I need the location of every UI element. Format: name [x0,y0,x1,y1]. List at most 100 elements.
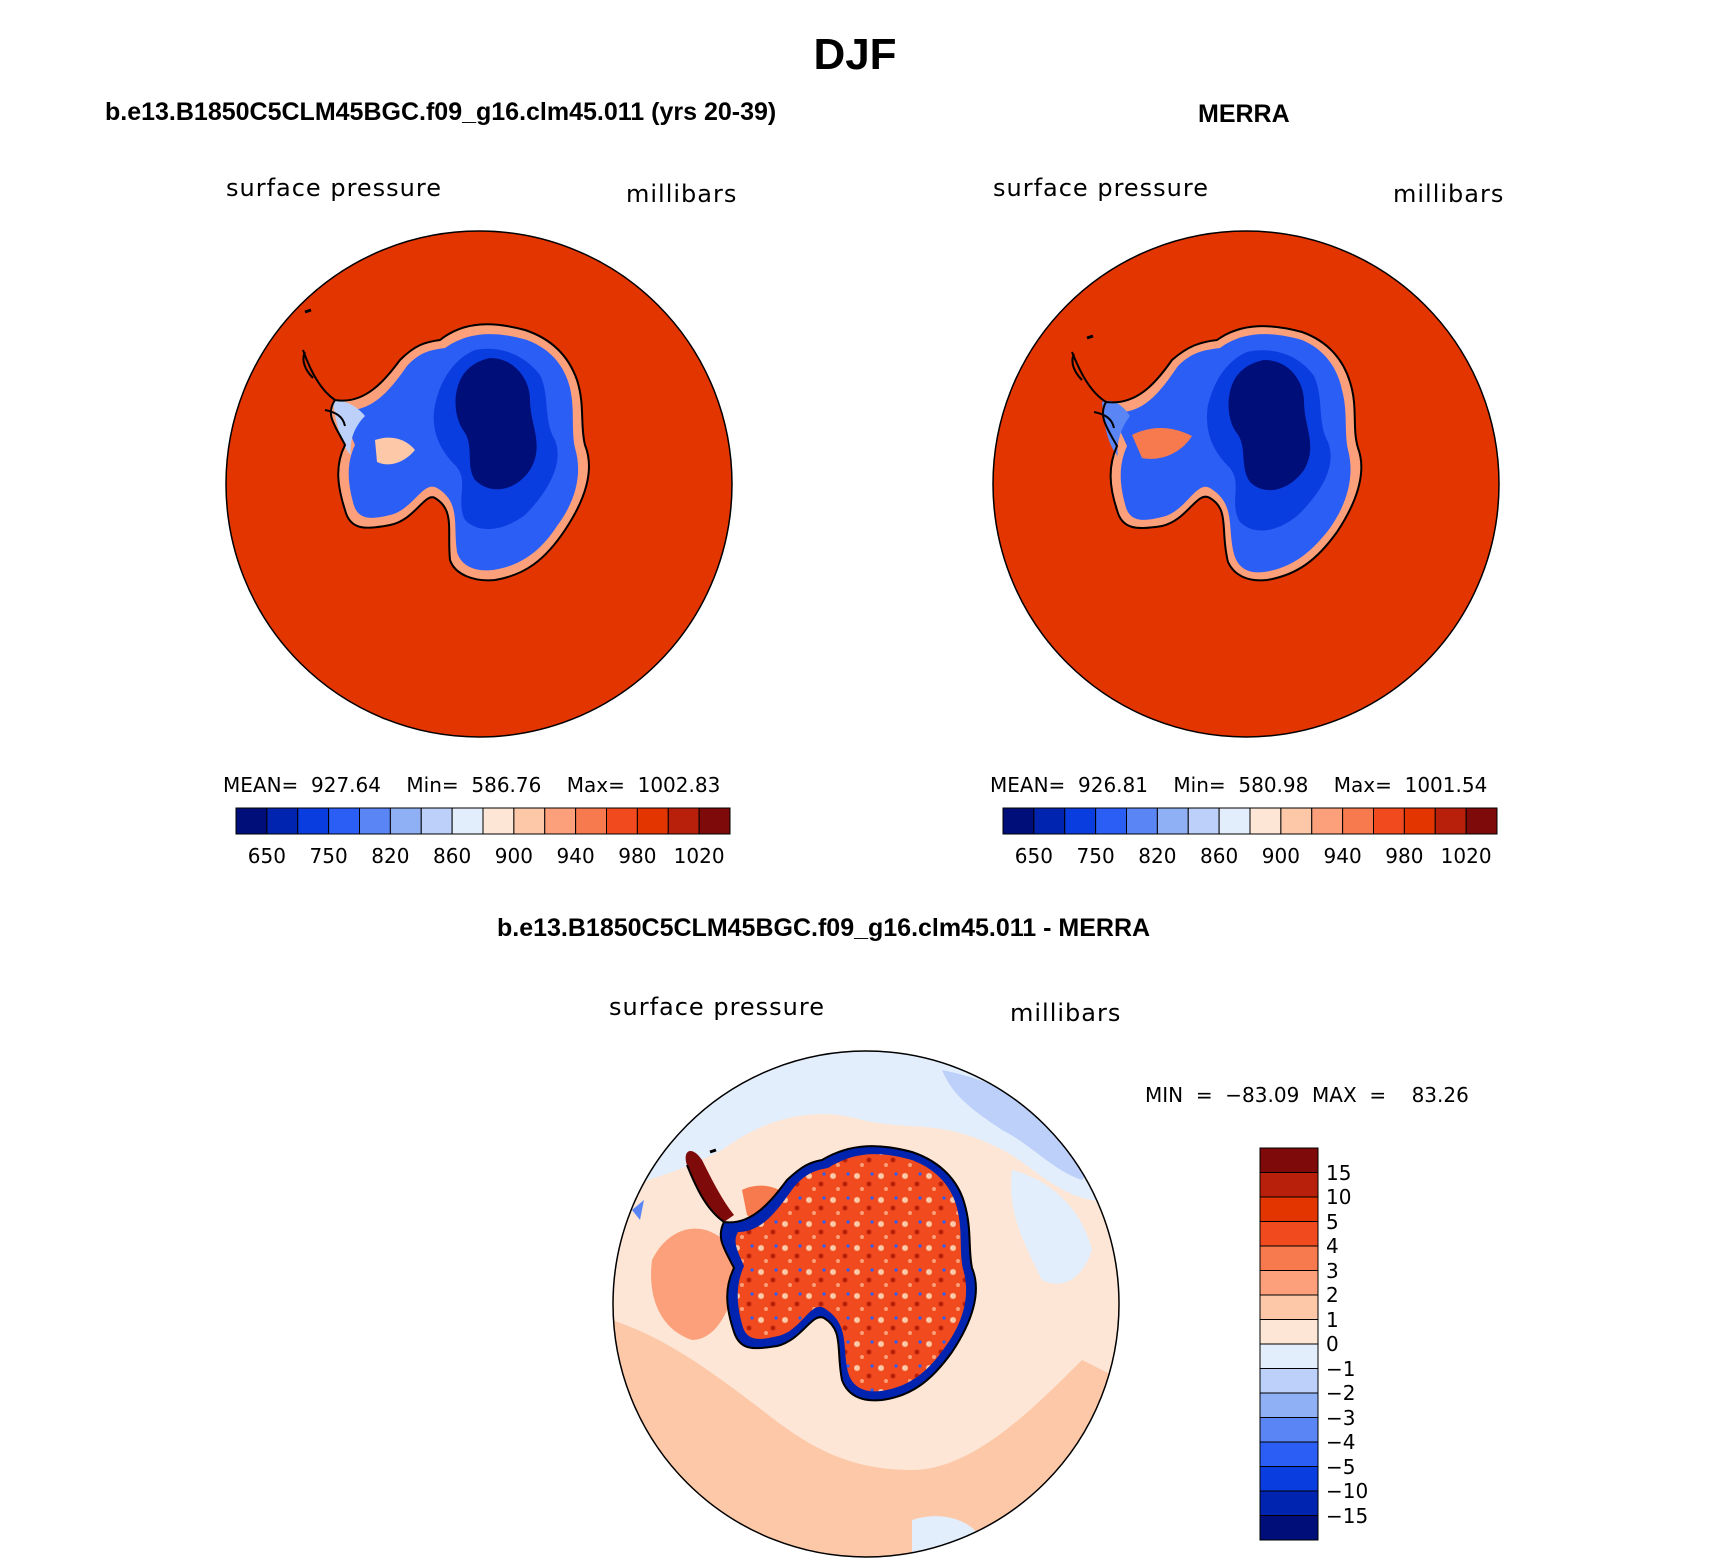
panel-3-colorbar-swatch [1259,1172,1319,1198]
panel-2-colorbar-swatch [1218,807,1251,835]
panel-1-colorbar-swatch [266,807,299,835]
panel-3-colorbar-ticks: 15 10 5 4 3 2 1 0 −1 −2 −3 −4 −5 −10 −15 [1326,1148,1406,1540]
panel-3-colorbar-tick-label: 2 [1326,1283,1339,1307]
panel-3-colorbar-tick-label: 10 [1326,1185,1352,1209]
panel-2-colorbar-swatch [1002,807,1035,835]
panel-2-colorbar-tick-label: 980 [1385,844,1424,868]
panel-2-colorbar-swatch [1156,807,1189,835]
panel-1-polar-map [225,230,733,738]
panel-1-colorbar-tick-label: 1020 [673,844,725,868]
panel-1-colorbar [235,807,731,835]
panel-2-colorbar-tick-label: 650 [1014,844,1053,868]
panel-3-colorbar-swatch [1259,1245,1319,1271]
panel-2-colorbar-swatch [1373,807,1405,835]
panel-3-colorbar-swatch [1259,1270,1319,1296]
panel-1-title: b.e13.B1850C5CLM45BGC.f09_g16.clm45.011 … [105,98,777,126]
panel-3-colorbar-swatch [1259,1221,1319,1247]
panel-3-variable-label: surface pressure [609,993,825,1021]
panel-3-colorbar-tick-label: 1 [1326,1307,1339,1332]
panel-3-colorbar-tick-label: −2 [1326,1381,1356,1405]
panel-1-colorbar-swatch [451,807,484,835]
panel-2-colorbar-ticks: 650 750 820 860 900 940 980 1020 [1003,844,1497,870]
panel-3-stats: MIN = −83.09 MAX = 83.26 [1145,1083,1469,1107]
panel-3-polar-map [612,1050,1120,1558]
panel-3-colorbar-swatch [1259,1466,1319,1492]
panel-1-colorbar-tick-label: 940 [556,844,595,868]
panel-1-colorbar-swatch [420,807,453,835]
panel-3-colorbar-tick-label: −4 [1326,1430,1356,1454]
panel-3-title: b.e13.B1850C5CLM45BGC.f09_g16.clm45.011 … [497,914,1151,942]
panel-3-colorbar-tick-label: 5 [1326,1209,1339,1234]
panel-2-colorbar-swatch [1311,807,1344,835]
panel-2-colorbar-tick-label: 860 [1200,844,1239,868]
panel-3-antarctica-field [685,1145,977,1402]
panel-1-colorbar-swatch [482,807,515,835]
panel-1-colorbar-tick-label: 750 [309,844,348,868]
panel-2-colorbar-tick-label: 820 [1138,844,1177,868]
panel-1-colorbar-swatch [575,807,607,835]
panel-3-colorbar-swatch [1259,1392,1319,1418]
panel-2-colorbar-swatch [1280,807,1313,835]
panel-3-colorbar-swatch [1259,1196,1319,1222]
panel-3-colorbar-tick-label: 3 [1326,1258,1339,1283]
panel-2-colorbar-swatch [1033,807,1066,835]
panel-3-colorbar-swatch [1259,1294,1319,1320]
panel-1-colorbar-swatch [359,807,391,835]
panel-1-colorbar-swatch [667,807,700,835]
panel-2-antarctica-field [1071,325,1363,582]
panel-3-colorbar-swatch [1259,1319,1319,1345]
panel-1-colorbar-swatch [544,807,577,835]
panel-1-colorbar-swatch [606,807,638,835]
panel-3-colorbar-tick-label: −15 [1326,1503,1369,1528]
panel-1-colorbar-swatch [698,807,731,835]
panel-3-colorbar-tick-label: −1 [1326,1356,1356,1381]
panel-2-colorbar-swatch [1095,807,1127,835]
panel-1-colorbar-swatch [636,807,669,835]
panel-1-units-label: millibars [626,180,738,208]
panel-1-colorbar-tick-label: 650 [247,844,286,868]
panel-2-colorbar-tick-label: 900 [1261,844,1300,868]
panel-3-colorbar-swatch [1259,1368,1319,1394]
panel-2-colorbar-swatch [1249,807,1282,835]
panel-1-colorbar-tick-label: 860 [433,844,472,868]
panel-3-colorbar-swatch [1259,1490,1319,1516]
panel-3-colorbar-swatch [1259,1417,1319,1443]
panel-1-colorbar-swatch [297,807,330,835]
panel-1-antarctica-field [302,308,590,582]
panel-2-colorbar-swatch [1064,807,1097,835]
panel-1-colorbar-swatch [513,807,546,835]
panel-3-colorbar-tick-label: 15 [1326,1160,1352,1185]
panel-3-colorbar-tick-label: −3 [1326,1405,1356,1430]
panel-2-stats: MEAN= 926.81 Min= 580.98 Max= 1001.54 [990,773,1488,797]
panel-2-units-label: millibars [1393,180,1505,208]
page-title: DJF [813,30,897,79]
panel-2-colorbar [1002,807,1498,835]
panel-1-colorbar-swatch [235,807,268,835]
panel-2-colorbar-tick-label: 750 [1076,844,1115,868]
panel-2-colorbar-swatch [1342,807,1374,835]
panel-3-colorbar [1259,1147,1319,1541]
panel-3-colorbar-swatch [1259,1515,1319,1541]
panel-2-colorbar-tick-label: 1020 [1440,844,1492,868]
panel-1-colorbar-swatch [328,807,360,835]
panel-1-colorbar-tick-label: 980 [618,844,657,868]
panel-1-colorbar-tick-label: 900 [494,844,533,868]
panel-1-colorbar-ticks: 650 750 820 860 900 940 980 1020 [236,844,730,870]
panel-2-colorbar-swatch [1434,807,1467,835]
panel-2-colorbar-swatch [1403,807,1436,835]
panel-3-colorbar-tick-label: −10 [1326,1479,1369,1503]
panel-3-colorbar-swatch [1259,1441,1319,1467]
panel-3-colorbar-swatch [1259,1147,1319,1173]
panel-3-colorbar-tick-label: 4 [1326,1234,1339,1258]
panel-3-colorbar-swatch [1259,1343,1319,1369]
panel-2-colorbar-tick-label: 940 [1323,844,1362,868]
panel-1-variable-label: surface pressure [226,174,442,202]
panel-2-variable-label: surface pressure [993,174,1209,202]
panel-2-colorbar-swatch [1465,807,1498,835]
panel-1-colorbar-tick-label: 820 [371,844,410,868]
panel-3-colorbar-tick-label: −5 [1326,1454,1356,1479]
panel-2-title: MERRA [1198,100,1290,128]
panel-2-colorbar-swatch [1187,807,1220,835]
panel-2-polar-map [992,230,1500,738]
panel-3-units-label: millibars [1010,999,1122,1027]
